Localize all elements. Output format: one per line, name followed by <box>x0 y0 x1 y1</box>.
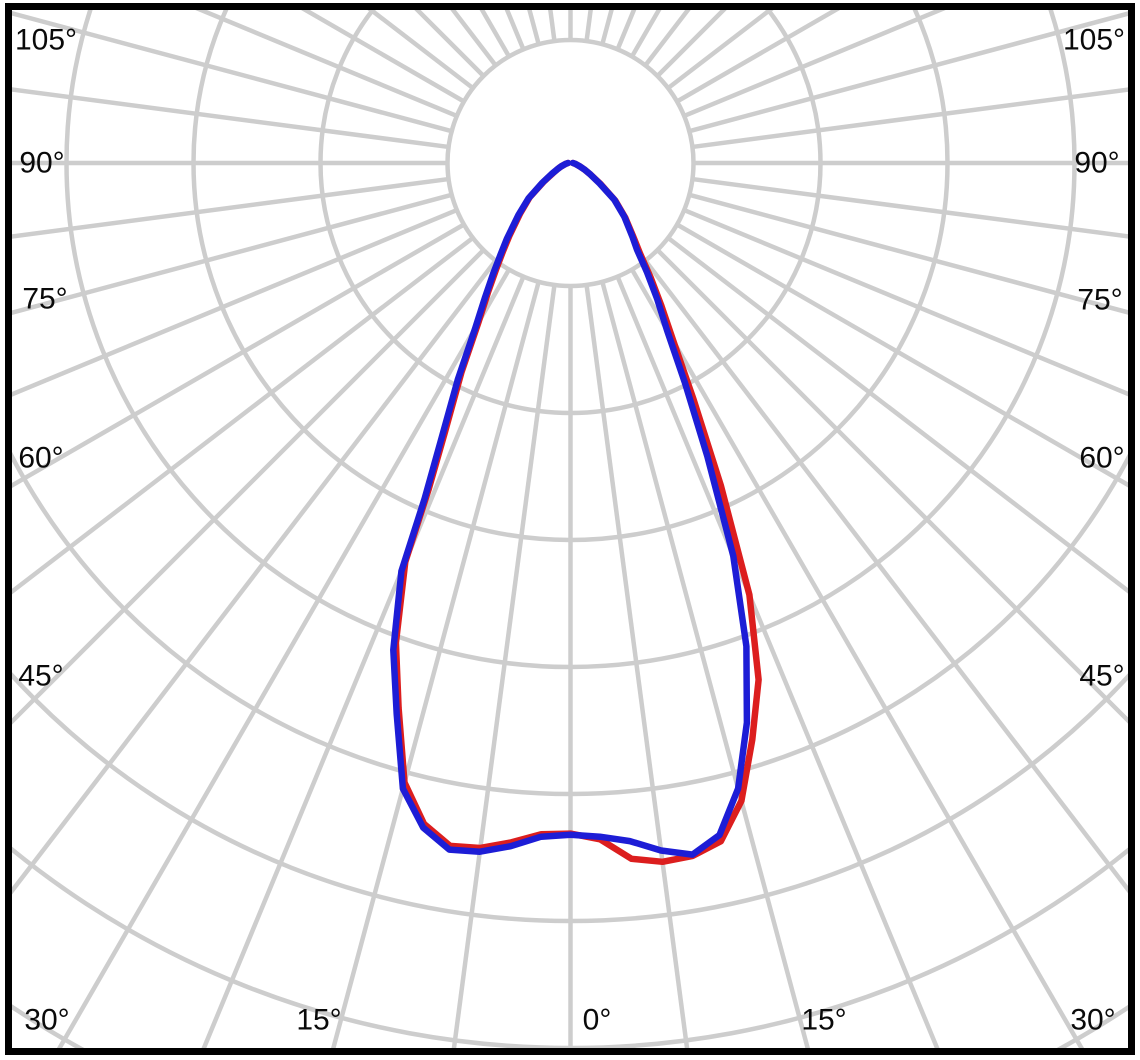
blue-curve <box>390 159 751 858</box>
angle-tick-label-right-45: 45° <box>1079 660 1124 693</box>
grid-spoke <box>201 275 526 1048</box>
grid-spoke <box>630 268 1085 1048</box>
grid-spoke <box>584 284 690 1048</box>
grid-spoke <box>683 207 1128 397</box>
angle-tick-labels: 105° 90° 75° 60° 45° 105° 90° 75° 60° 45° 30° 15° 0°… <box>15 24 1125 1037</box>
grid-spoke <box>300 10 466 104</box>
angle-tick-label-bottom-0: 0° <box>583 1004 612 1037</box>
grid-spoke <box>692 176 1128 239</box>
angle-tick-label-bottom-30: 30° <box>24 1004 69 1037</box>
grid-spoke <box>643 259 1128 894</box>
angle-tick-label-bottom-15: 15° <box>296 1004 341 1037</box>
grid-spoke <box>12 192 453 315</box>
grid-spoke <box>56 268 511 1048</box>
grid-spoke <box>692 87 1128 150</box>
grid-spoke <box>666 236 1128 594</box>
chart-border <box>5 3 1135 1055</box>
angle-tick-label-bottom-15: 15° <box>801 1004 846 1037</box>
grid-spoke <box>451 284 557 1048</box>
angle-tick-label-right-75: 75° <box>1077 284 1122 317</box>
grid-spoke <box>12 207 458 397</box>
grid-spoke <box>683 10 946 119</box>
angle-tick-label-left-90: 90° <box>19 147 64 180</box>
angle-tick-label-left-45: 45° <box>18 660 63 693</box>
angle-tick-label-left-75: 75° <box>22 283 67 316</box>
angle-tick-label-bottom-30: 30° <box>1070 1004 1115 1037</box>
grid-spoke <box>12 87 449 150</box>
grid-spoke <box>12 259 498 895</box>
angle-tick-label-right-105: 105° <box>1063 24 1125 57</box>
grid-spoke <box>12 222 466 489</box>
angle-tick-label-left-60: 60° <box>18 442 63 475</box>
grid-spoke <box>615 275 940 1048</box>
grid-spoke <box>195 10 458 119</box>
grid-spoke <box>675 10 841 104</box>
angle-tick-label-right-60: 60° <box>1079 442 1124 475</box>
grid-spoke <box>655 248 1128 724</box>
grid-spoke <box>675 222 1128 488</box>
grid-spoke <box>12 176 449 239</box>
angle-tick-label-left-105: 105° <box>15 24 77 57</box>
grid-spoke <box>12 11 453 134</box>
grid-spoke <box>12 236 475 595</box>
grid-spoke <box>12 248 486 725</box>
angle-tick-label-right-90: 90° <box>1074 147 1119 180</box>
grid-spoke <box>688 192 1128 315</box>
grid-spoke <box>688 11 1128 134</box>
